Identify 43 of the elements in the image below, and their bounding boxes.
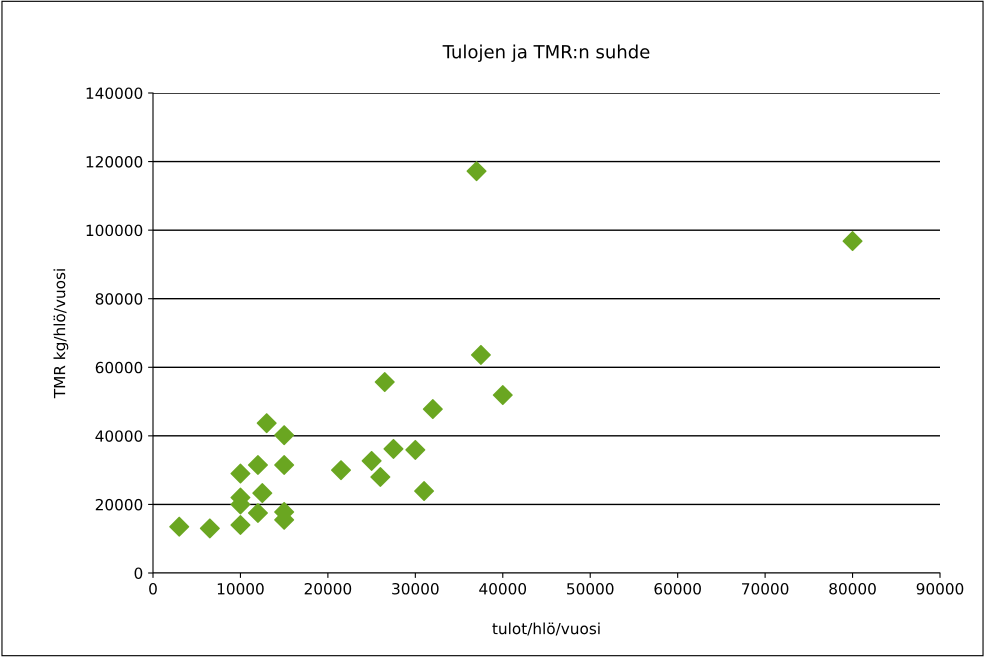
point bbox=[422, 399, 443, 420]
point bbox=[230, 514, 250, 536]
point bbox=[252, 483, 272, 504]
x-tick-label: 0 bbox=[149, 582, 157, 595]
point bbox=[330, 460, 352, 480]
point bbox=[370, 466, 390, 488]
x-tick-label: 70000 bbox=[742, 582, 788, 595]
point bbox=[362, 450, 382, 471]
point bbox=[470, 344, 491, 365]
point bbox=[248, 454, 268, 476]
point bbox=[274, 425, 294, 446]
point bbox=[256, 413, 277, 434]
y-axis-title: TMR kg/hlö/vuosi bbox=[54, 269, 68, 398]
x-axis-title: tulot/hlö/vuosi bbox=[492, 622, 600, 636]
x-tick-label: 20000 bbox=[304, 582, 352, 595]
y-tick-label: 40000 bbox=[95, 430, 142, 442]
y-tick-label: 60000 bbox=[96, 362, 142, 374]
x-tick-label: 30000 bbox=[392, 582, 439, 595]
y-tick-label: 120000 bbox=[86, 156, 142, 168]
x-tick-label: 50000 bbox=[567, 582, 614, 595]
point bbox=[414, 481, 434, 502]
point bbox=[274, 454, 294, 476]
point bbox=[248, 502, 268, 524]
point bbox=[466, 161, 487, 182]
point bbox=[200, 518, 220, 538]
y-tick-label: 20000 bbox=[96, 498, 142, 510]
y-tick-label: 80000 bbox=[96, 293, 142, 305]
point bbox=[169, 516, 190, 537]
point bbox=[405, 440, 426, 460]
chart-title: Tulojen ja TMR:n suhde bbox=[442, 44, 650, 62]
point bbox=[492, 385, 513, 406]
point bbox=[230, 464, 250, 484]
point bbox=[842, 231, 863, 252]
x-tick-label: 80000 bbox=[829, 582, 876, 595]
y-tick-label: 100000 bbox=[86, 224, 142, 236]
y-tick-label: 0 bbox=[134, 567, 142, 580]
x-tick-label: 90000 bbox=[916, 582, 964, 595]
point bbox=[383, 438, 404, 459]
x-tick-label: 10000 bbox=[218, 582, 264, 595]
point bbox=[374, 372, 395, 392]
x-tick-label: 40000 bbox=[479, 582, 526, 595]
x-tick-label: 60000 bbox=[654, 582, 701, 595]
y-tick-label: 140000 bbox=[86, 87, 142, 100]
